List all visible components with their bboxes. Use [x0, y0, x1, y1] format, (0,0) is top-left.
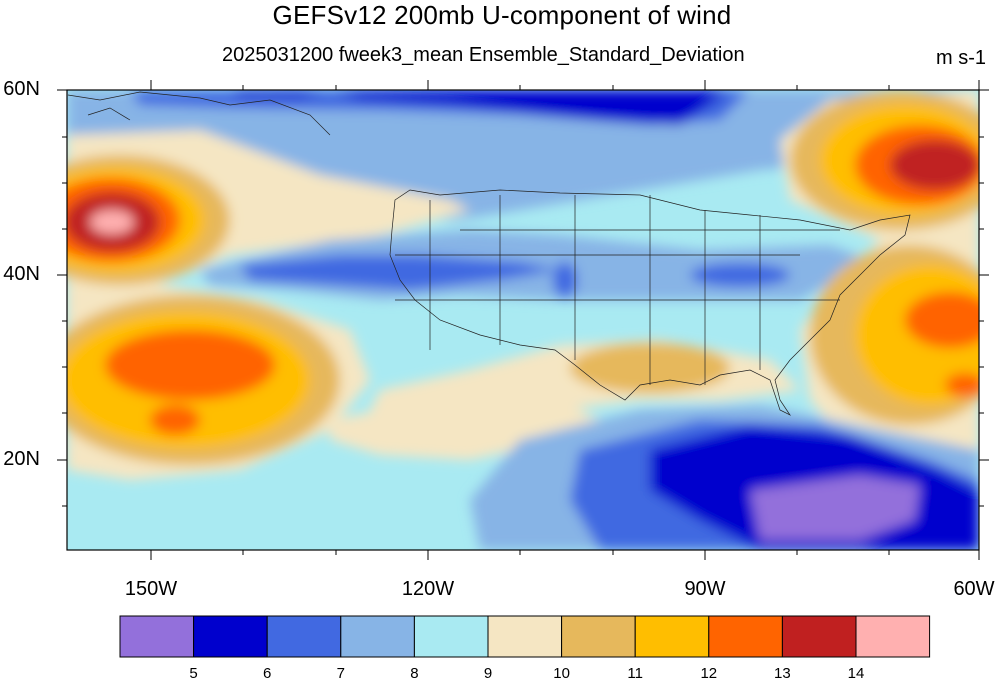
- map-title: GEFSv12 200mb U-component of wind: [272, 0, 732, 30]
- lat-label-40n: 40N: [3, 263, 40, 285]
- units-label: m s-1: [936, 47, 986, 69]
- contour-field: [67, 90, 979, 550]
- colorbar-label-12: 12: [700, 665, 718, 682]
- colorbar-label-11: 11: [627, 665, 643, 682]
- colorbar-label-14: 14: [847, 665, 865, 682]
- colorbar-label-6: 6: [263, 665, 272, 682]
- lat-label-60n: 60N: [3, 78, 40, 100]
- colorbar-label-8: 8: [410, 665, 419, 682]
- colorbar-label-13: 13: [774, 665, 791, 682]
- map-subtitle: 2025031200 fweek3_mean Ensemble_Standard…: [222, 44, 745, 66]
- colorbar-label-9: 9: [483, 665, 493, 682]
- colorbar-label-7: 7: [336, 665, 345, 682]
- colorbar-label-10: 10: [553, 665, 570, 682]
- lon-label-120w: 120W: [401, 578, 455, 600]
- lon-label-90w: 90W: [684, 578, 726, 600]
- geographic-outlines: [67, 91, 911, 416]
- colorbar-label-5: 5: [189, 665, 198, 682]
- lat-label-20n: 20N: [3, 448, 40, 470]
- lon-label-150w: 150W: [124, 578, 178, 600]
- map-frame: [66, 89, 980, 551]
- axis-ticks: [57, 80, 989, 560]
- lon-label-60w: 60W: [953, 578, 995, 600]
